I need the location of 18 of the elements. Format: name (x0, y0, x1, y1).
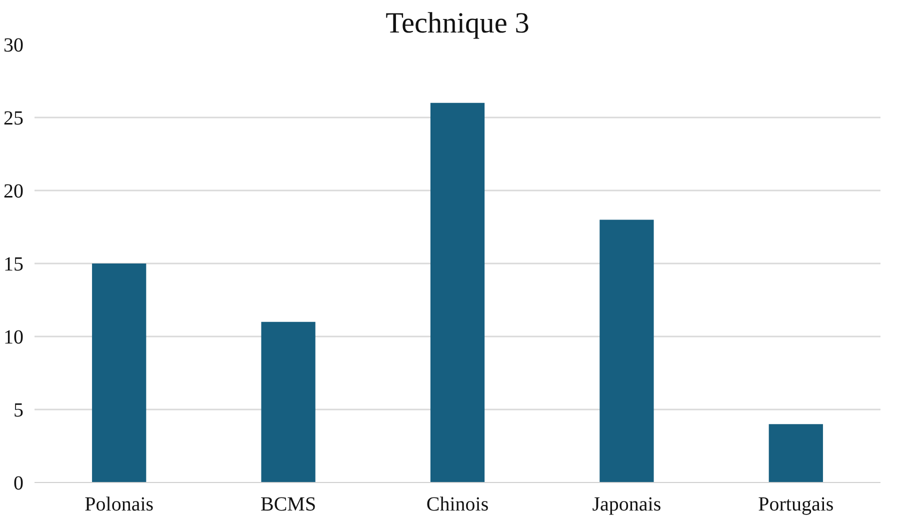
bar (768, 424, 823, 482)
x-tick-label: Chinois (426, 494, 489, 516)
x-tick-label: Japonais (592, 494, 662, 516)
x-tick-label: Portugais (758, 494, 834, 516)
y-tick-label: 0 (14, 472, 24, 494)
y-tick-label: 10 (4, 326, 24, 348)
bar (600, 220, 654, 482)
y-tick-label: 20 (4, 180, 24, 202)
chart-title: Technique 3 (386, 8, 530, 40)
bar (92, 264, 146, 482)
x-tick-label: Polonais (84, 494, 154, 516)
y-tick-label: 30 (4, 34, 24, 56)
bar (261, 322, 316, 482)
y-tick-label: 15 (4, 254, 24, 276)
bar (430, 102, 485, 482)
y-tick-label: 25 (4, 108, 24, 130)
x-tick-label: BCMS (260, 494, 316, 516)
y-tick-label: 5 (14, 400, 24, 422)
